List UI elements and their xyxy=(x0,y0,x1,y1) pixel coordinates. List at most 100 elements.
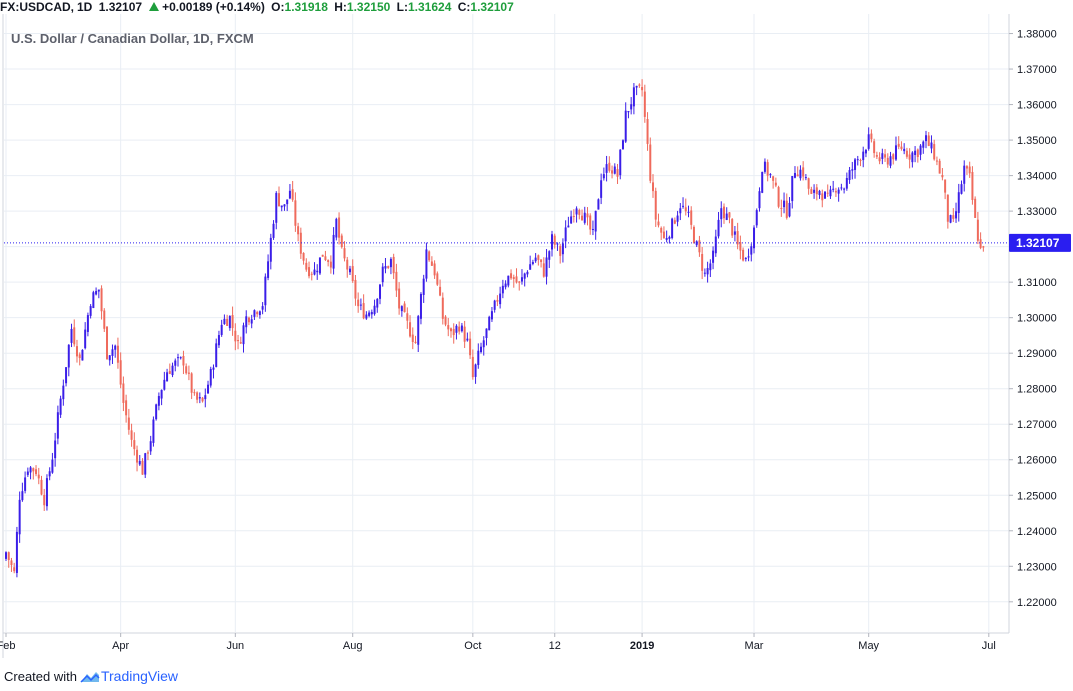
candle-body xyxy=(501,285,504,294)
candle-body xyxy=(354,279,357,299)
y-tick-label: 1.38000 xyxy=(1017,29,1057,41)
candle-body xyxy=(859,159,862,161)
candle-body xyxy=(733,231,736,235)
candle-body xyxy=(75,346,78,357)
candle-body xyxy=(332,234,335,269)
candle-body xyxy=(146,452,149,454)
candle-body xyxy=(338,217,341,238)
candle-body xyxy=(529,264,532,270)
candle-body xyxy=(477,350,480,366)
candle-body xyxy=(379,284,382,299)
candle-body xyxy=(376,298,379,308)
candle-body xyxy=(611,170,614,174)
candle-body xyxy=(389,258,392,268)
candle-body xyxy=(174,360,177,366)
candle-body xyxy=(695,241,698,246)
candle-body xyxy=(523,273,526,279)
candle-body xyxy=(182,355,185,366)
time-axis[interactable]: Feb Apr Jun Aug Oct 12 2019 Mar May Jul xyxy=(0,633,996,652)
tradingview-logo-icon xyxy=(80,672,100,683)
candle-body xyxy=(946,194,949,222)
candle-body xyxy=(875,155,878,157)
open-value: 1.31918 xyxy=(284,0,328,14)
candle-body xyxy=(471,356,474,378)
candle-body xyxy=(673,220,676,224)
candle-body xyxy=(793,173,796,178)
candle-body xyxy=(152,419,155,443)
candle-body xyxy=(411,334,414,343)
candle-body xyxy=(359,304,362,306)
candle-body xyxy=(531,262,534,264)
candle-body xyxy=(196,392,199,400)
candle-body xyxy=(122,383,125,403)
candle-body xyxy=(155,404,158,420)
candle-body xyxy=(242,325,245,345)
candle-body xyxy=(419,293,422,319)
candle-body xyxy=(231,315,234,329)
candle-body xyxy=(406,313,409,321)
candle-body xyxy=(815,187,818,195)
candle-body xyxy=(971,171,974,200)
candle-body xyxy=(73,327,76,345)
candle-body xyxy=(51,459,54,473)
candle-body xyxy=(526,271,529,275)
candle-body xyxy=(365,314,368,319)
candle-body xyxy=(976,219,979,241)
candle-body xyxy=(897,143,900,147)
candle-body xyxy=(261,306,264,310)
candle-body xyxy=(40,479,43,495)
candle-body xyxy=(944,179,947,193)
candle-body xyxy=(417,316,420,345)
candle-body xyxy=(930,142,933,149)
candle-body xyxy=(187,372,190,374)
candle-body xyxy=(168,371,171,374)
candle-body xyxy=(237,340,240,342)
candle-body xyxy=(116,345,119,363)
candle-body xyxy=(722,206,725,219)
candle-body xyxy=(780,207,783,209)
footer-attribution[interactable]: Created with TradingView xyxy=(4,668,178,684)
candle-body xyxy=(662,231,665,239)
candle-body xyxy=(755,210,758,226)
candle-body xyxy=(594,210,597,232)
y-tick-label: 1.25000 xyxy=(1017,490,1057,502)
candle-body xyxy=(774,182,777,186)
candle-body xyxy=(297,226,300,235)
candle-body xyxy=(725,213,728,220)
candle-body xyxy=(176,357,179,359)
candle-body xyxy=(269,237,272,262)
candlestick-chart[interactable]: 1.22000 1.23000 1.24000 1.25000 1.26000 1.270… xyxy=(0,0,1073,665)
candle-body xyxy=(813,189,816,193)
y-tick-label: 1.35000 xyxy=(1017,135,1057,147)
candle-body xyxy=(851,169,854,171)
candle-body xyxy=(957,192,960,213)
candle-body xyxy=(21,491,24,501)
candle-body xyxy=(512,277,515,279)
candle-body xyxy=(92,292,95,309)
candle-body xyxy=(335,218,338,238)
candle-body xyxy=(395,271,398,291)
candle-body xyxy=(911,152,914,163)
symbol-label[interactable]: FX:USDCAD, xyxy=(0,0,74,14)
candle-body xyxy=(193,392,196,394)
candle-body xyxy=(422,278,425,295)
candle-body xyxy=(166,372,169,382)
candle-body xyxy=(441,297,444,319)
price-axis[interactable]: 1.22000 1.23000 1.24000 1.25000 1.26000 1.270… xyxy=(1009,29,1057,609)
candle-body xyxy=(95,291,98,295)
candle-body xyxy=(433,263,436,276)
candle-body xyxy=(804,177,807,179)
interval-label[interactable]: 1D xyxy=(77,0,93,14)
candle-body xyxy=(316,270,319,273)
candle-body xyxy=(927,135,930,146)
candle-body xyxy=(449,328,452,332)
candle-series xyxy=(5,79,985,578)
candle-body xyxy=(114,345,117,350)
candle-body xyxy=(26,471,29,475)
candle-body xyxy=(373,305,376,315)
candle-body xyxy=(856,159,859,161)
candle-body xyxy=(141,460,144,475)
x-tick-label: 12 xyxy=(549,640,561,652)
candle-body xyxy=(425,249,428,279)
candle-body xyxy=(635,85,638,88)
